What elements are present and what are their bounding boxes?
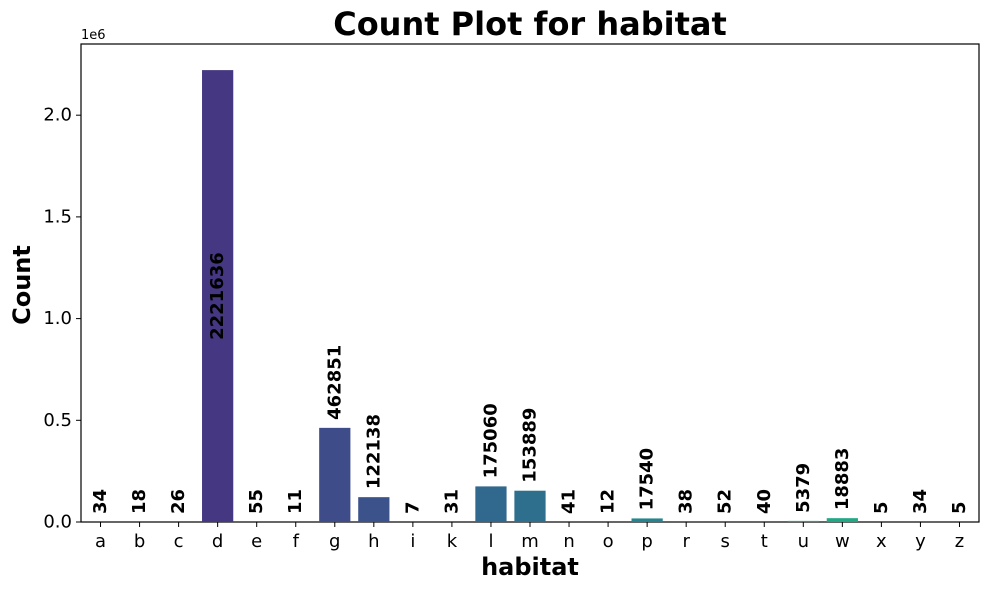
bar-value-label-s: 52 xyxy=(715,489,736,514)
x-tick-label-l: l xyxy=(488,531,493,552)
bar-value-label-c: 26 xyxy=(168,489,189,514)
y-tick-label-4: 2.0 xyxy=(43,105,72,126)
bar-p xyxy=(632,518,663,522)
bar-value-label-m: 153889 xyxy=(520,408,541,483)
bar-value-label-k: 31 xyxy=(441,489,462,514)
bar-value-label-b: 18 xyxy=(129,489,150,514)
x-tick-label-b: b xyxy=(134,531,145,552)
bar-u xyxy=(788,521,819,522)
bar-value-label-w: 18883 xyxy=(832,448,853,511)
x-tick-label-r: r xyxy=(682,531,690,552)
y-tick-label-2: 1.0 xyxy=(43,308,72,329)
x-tick-label-d: d xyxy=(212,531,223,552)
bar-g xyxy=(319,428,350,522)
bar-m xyxy=(514,491,545,522)
x-tick-label-u: u xyxy=(798,531,809,552)
bar-value-label-d: 2221636 xyxy=(207,252,228,340)
bar-value-label-n: 41 xyxy=(559,489,580,514)
bar-w xyxy=(827,518,858,522)
x-tick-label-f: f xyxy=(293,531,300,552)
bar-value-label-y: 34 xyxy=(910,489,931,514)
bar-value-label-u: 5379 xyxy=(793,463,814,513)
bar-value-label-a: 34 xyxy=(90,489,111,514)
bar-l xyxy=(475,486,506,522)
bar-value-label-e: 55 xyxy=(246,489,267,514)
x-tick-label-c: c xyxy=(174,531,184,552)
x-tick-label-z: z xyxy=(955,531,964,552)
bar-value-label-x: 5 xyxy=(871,501,892,514)
y-axis-offset-label: 1e6 xyxy=(81,28,106,43)
x-axis-label: habitat xyxy=(481,553,579,581)
x-tick-label-n: n xyxy=(563,531,574,552)
bar-value-label-h: 122138 xyxy=(363,414,384,489)
x-tick-label-x: x xyxy=(876,531,887,552)
bar-value-label-i: 7 xyxy=(402,501,423,514)
x-tick-label-p: p xyxy=(641,531,652,552)
x-tick-label-e: e xyxy=(251,531,262,552)
x-tick-label-h: h xyxy=(368,531,379,552)
x-tick-label-o: o xyxy=(603,531,614,552)
bar-value-label-t: 40 xyxy=(754,489,775,514)
y-axis-ticks: 0.0 0.5 1.0 1.5 2.0 xyxy=(43,105,81,533)
chart-title: Count Plot for habitat xyxy=(333,5,727,43)
x-tick-label-i: i xyxy=(410,531,415,552)
x-tick-label-g: g xyxy=(329,531,340,552)
bar-value-label-g: 462851 xyxy=(324,345,345,420)
bar-h xyxy=(358,497,389,522)
y-tick-label-1: 0.5 xyxy=(43,410,72,431)
x-tick-label-w: w xyxy=(835,531,850,552)
bar-value-label-z: 5 xyxy=(949,501,970,514)
x-tick-label-s: s xyxy=(721,531,730,552)
bar-value-label-p: 17540 xyxy=(637,448,658,511)
y-axis-label: Count xyxy=(8,245,36,325)
x-tick-label-k: k xyxy=(447,531,458,552)
x-tick-label-t: t xyxy=(761,531,768,552)
bar-value-label-r: 38 xyxy=(676,489,697,514)
bar-value-label-l: 175060 xyxy=(480,403,501,478)
bar-value-label-o: 12 xyxy=(598,489,619,514)
y-tick-label-3: 1.5 xyxy=(43,206,72,227)
x-tick-label-y: y xyxy=(915,531,926,552)
x-tick-label-a: a xyxy=(95,531,106,552)
bar-value-label-f: 11 xyxy=(285,489,306,514)
x-tick-label-m: m xyxy=(521,531,539,552)
y-tick-label-0: 0.0 xyxy=(43,512,72,533)
